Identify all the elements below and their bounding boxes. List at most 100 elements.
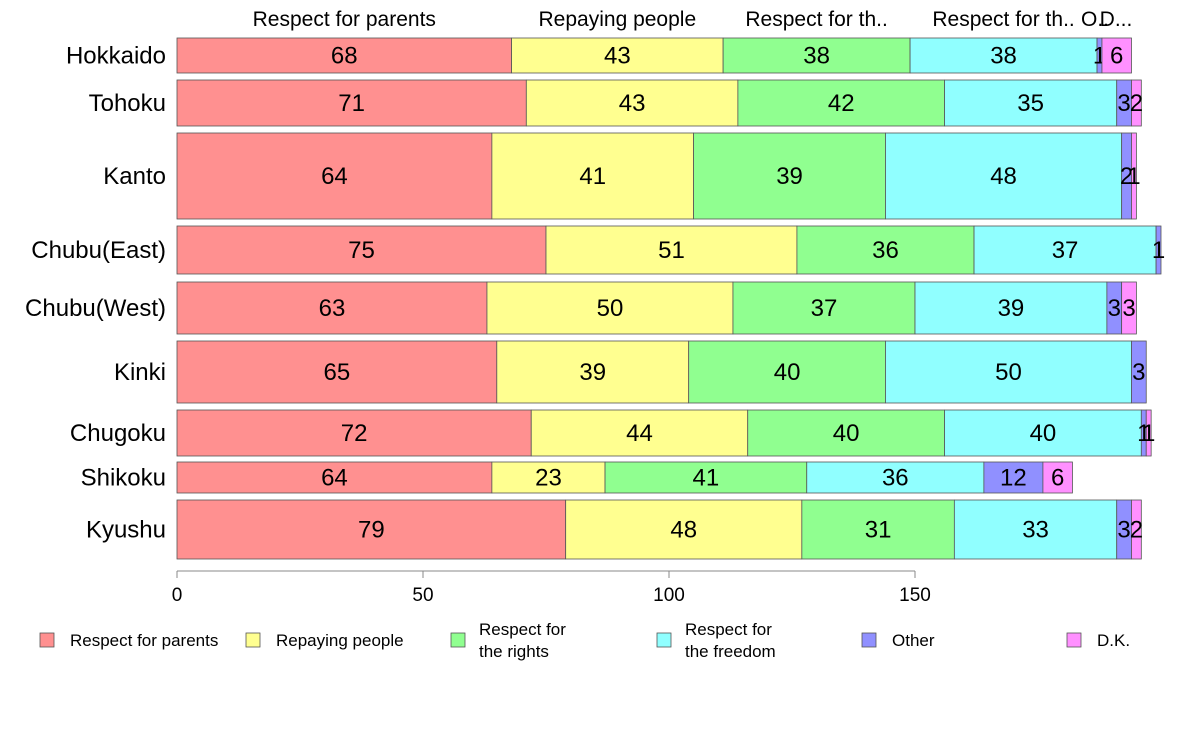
- data-label: 68: [331, 43, 358, 70]
- x-tick-label: 100: [653, 585, 685, 606]
- legend-swatch: [656, 632, 672, 648]
- data-label: 36: [882, 465, 909, 492]
- data-label: 51: [658, 237, 685, 264]
- data-label: 64: [321, 465, 348, 492]
- data-label: 40: [1030, 420, 1057, 447]
- bar-segment: [914, 281, 1108, 335]
- data-label: 3: [1132, 359, 1145, 386]
- bar-segment: [688, 340, 886, 404]
- bar-segment: [953, 499, 1118, 560]
- column-header-label: Respect for th..: [745, 8, 887, 31]
- data-label: 72: [341, 420, 368, 447]
- legend-label: Respect for: [479, 620, 566, 639]
- data-label: 36: [872, 237, 899, 264]
- data-label: 3: [1117, 517, 1130, 544]
- bar-segment: [885, 132, 1123, 220]
- bar-segment: [176, 79, 527, 127]
- column-header-label: Respect for th..: [932, 8, 1074, 31]
- legend-swatch: [39, 632, 55, 648]
- category-label: Kinki: [114, 359, 166, 386]
- data-label: 48: [990, 163, 1017, 190]
- bar-segment: [1155, 225, 1162, 275]
- bar-segment: [1131, 499, 1142, 560]
- legend-swatch: [1066, 632, 1082, 648]
- data-label: 3: [1108, 295, 1121, 322]
- category-label: Shikoku: [81, 465, 166, 492]
- legend-label: Respect for parents: [70, 631, 218, 650]
- legend-swatch: [861, 632, 877, 648]
- data-label: 42: [828, 90, 855, 117]
- data-label: 1: [1127, 163, 1140, 190]
- bar-segment: [1131, 79, 1142, 127]
- data-label: 65: [324, 359, 351, 386]
- x-tick-label: 0: [172, 585, 183, 606]
- x-tick-label: 50: [412, 585, 433, 606]
- data-label: 31: [865, 517, 892, 544]
- bar-segment: [545, 225, 798, 275]
- bar-segment: [176, 499, 567, 560]
- legend-label: D.K.: [1097, 631, 1130, 650]
- data-label: 43: [619, 90, 646, 117]
- data-label: 79: [358, 517, 385, 544]
- bar-segment: [885, 340, 1132, 404]
- bar-segment: [176, 281, 488, 335]
- bar-segment: [496, 340, 690, 404]
- data-label: 44: [626, 420, 653, 447]
- data-label: 33: [1022, 517, 1049, 544]
- data-label: 41: [693, 465, 720, 492]
- bar-segment: [176, 132, 493, 220]
- data-label: 48: [670, 517, 697, 544]
- data-label: 1: [1142, 420, 1155, 447]
- bar-segment: [747, 409, 945, 457]
- legend-swatch: [245, 632, 261, 648]
- column-header-label: Repaying people: [539, 8, 697, 31]
- bar-segment: [1121, 281, 1137, 335]
- legend-label: the freedom: [685, 642, 776, 661]
- bar-segment: [909, 37, 1098, 74]
- data-label: 37: [1052, 237, 1079, 264]
- data-label: 75: [348, 237, 375, 264]
- bar-segment: [801, 499, 955, 560]
- bar-segment: [693, 132, 886, 220]
- bar-segment: [491, 461, 606, 494]
- bar-segment: [732, 281, 916, 335]
- data-label: 40: [833, 420, 860, 447]
- bar-segment: [1042, 461, 1073, 494]
- category-label: Tohoku: [89, 90, 166, 117]
- data-label: 38: [990, 43, 1017, 70]
- bar-segment: [1101, 37, 1132, 74]
- bar-segment: [604, 461, 808, 494]
- bar-segment: [1131, 132, 1137, 220]
- bar-segment: [983, 461, 1044, 494]
- bar-segment: [1145, 409, 1152, 457]
- column-header-label: D...: [1100, 8, 1133, 31]
- data-label: 3: [1122, 295, 1135, 322]
- bar-segment: [525, 79, 739, 127]
- column-header-label: Respect for parents: [253, 8, 436, 31]
- legend-label: Other: [892, 631, 935, 650]
- data-label: 37: [811, 295, 838, 322]
- data-label: 39: [579, 359, 606, 386]
- x-tick-label: 150: [899, 585, 931, 606]
- bar-segment: [176, 340, 498, 404]
- legend-label: the rights: [479, 642, 549, 661]
- bar-segment: [796, 225, 975, 275]
- data-label: 63: [319, 295, 346, 322]
- column-header-label: O..: [1081, 8, 1109, 31]
- bar-segment: [530, 409, 749, 457]
- legend-label: Repaying people: [276, 631, 404, 650]
- data-label: 2: [1120, 163, 1133, 190]
- category-label: Hokkaido: [66, 43, 166, 70]
- bar-segment: [944, 79, 1118, 127]
- legend-label: Respect for: [685, 620, 772, 639]
- category-label: Kanto: [103, 163, 166, 190]
- category-label: Chubu(East): [31, 237, 166, 264]
- category-label: Kyushu: [86, 517, 166, 544]
- data-label: 43: [604, 43, 631, 70]
- data-label: 3: [1117, 90, 1130, 117]
- data-label: 6: [1110, 43, 1123, 70]
- category-label: Chubu(West): [25, 295, 166, 322]
- data-label: 40: [774, 359, 801, 386]
- bar-segment: [511, 37, 724, 74]
